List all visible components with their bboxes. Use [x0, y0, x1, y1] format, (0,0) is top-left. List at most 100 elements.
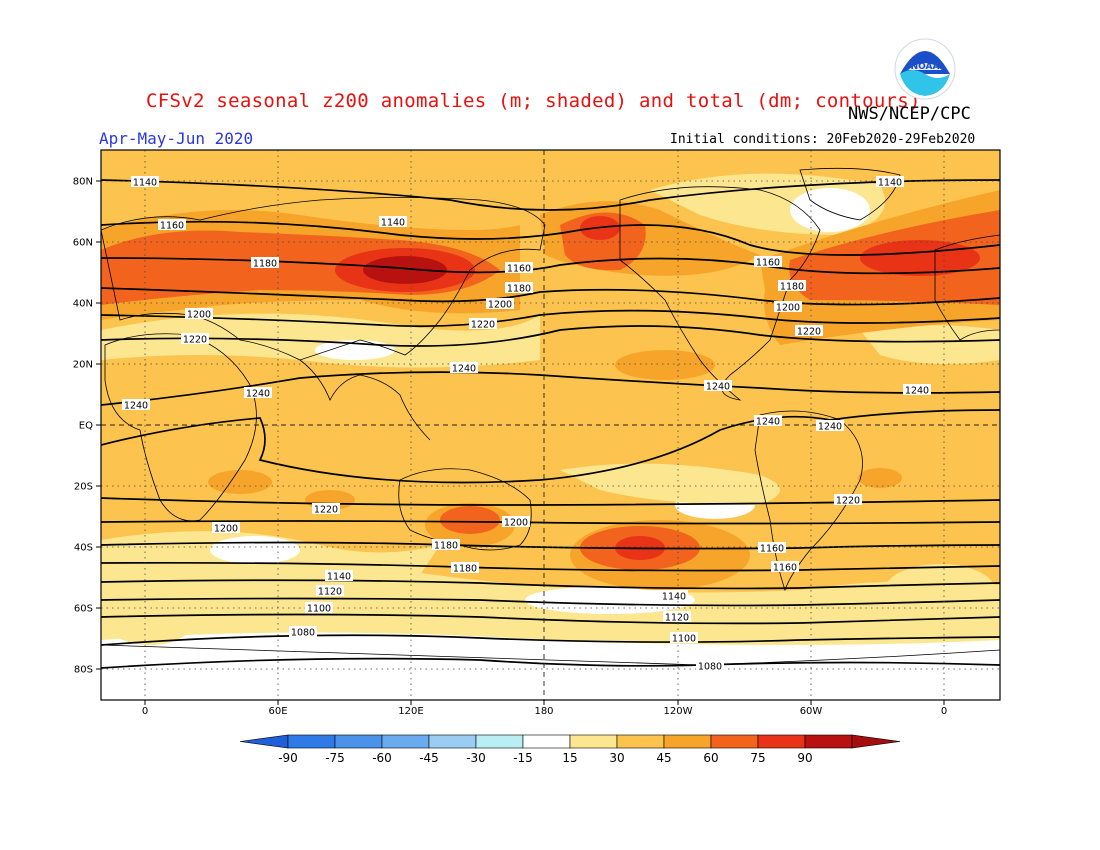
contour-label-bg — [758, 542, 786, 553]
contour-label-bg — [704, 380, 732, 391]
contour-label-bg — [158, 219, 186, 230]
contour-label-bg — [660, 590, 688, 601]
forecast-period: Apr-May-Jun 2020 — [99, 129, 254, 148]
contour-label: 1180 — [434, 541, 458, 552]
colorbar-swatch — [710, 734, 759, 749]
contour-label: 1140 — [327, 572, 351, 583]
lon-tick-label: 0 — [142, 706, 148, 717]
colorbar-label: -15 — [513, 751, 533, 765]
colorbar-label: 30 — [609, 751, 624, 765]
colorbar-label: 45 — [656, 751, 671, 765]
lon-tick-label: 180 — [534, 706, 553, 717]
lon-tick-label: 0 — [941, 706, 947, 717]
contour-label-bg — [316, 585, 344, 596]
initial-conditions: Initial conditions: 20Feb2020-29Feb2020 — [670, 132, 976, 147]
contour-label: 1240 — [905, 386, 929, 397]
logo-text: NOAA — [911, 62, 940, 72]
contour-label: 1160 — [773, 563, 797, 574]
lon-tick-label: 120W — [664, 706, 693, 717]
contour-label: 1080 — [698, 662, 722, 673]
contour-label-bg — [834, 494, 862, 505]
contour-label-bg — [774, 301, 802, 312]
contour-label-bg — [379, 216, 407, 227]
contour-label: 1140 — [381, 218, 405, 229]
lat-tick-label: 20S — [74, 482, 93, 493]
contour-label: 1220 — [314, 505, 338, 516]
contour-label-bg — [502, 516, 530, 527]
contour-label-bg — [181, 333, 209, 344]
contour-label-bg — [122, 399, 150, 410]
contour-label: 1180 — [453, 564, 477, 575]
anomaly-shading — [101, 150, 1000, 700]
contour-label: 1180 — [780, 282, 804, 293]
chart-title: CFSv2 seasonal z200 anomalies (m; shaded… — [146, 90, 921, 112]
contour-label-bg — [505, 282, 533, 293]
contour-label: 1200 — [187, 310, 211, 321]
contour-label-bg — [432, 539, 460, 550]
colorbar-left-arrow — [239, 734, 289, 749]
contour-labels: 1140 1160 1140 1180 1160 1180 1200 1200 1220 1220… — [122, 176, 931, 673]
contour-label: 1080 — [291, 628, 315, 639]
lat-tick-label: 20N — [73, 360, 93, 371]
contour-label-bg — [212, 522, 240, 533]
contour-label-bg — [816, 420, 844, 431]
contour-label: 1220 — [797, 327, 821, 338]
colorbar-swatch — [287, 734, 336, 749]
equator-dateline — [101, 150, 1000, 700]
contour-label-bg — [312, 503, 340, 514]
contour-label: 1120 — [318, 587, 342, 598]
colorbar-swatch — [428, 734, 477, 749]
contour-label: 1160 — [760, 544, 784, 555]
contour-label-bg — [670, 632, 698, 643]
colorbar-swatch — [381, 734, 430, 749]
colorbar-swatch — [334, 734, 383, 749]
contour-label: 1220 — [471, 320, 495, 331]
contour-label: 1240 — [756, 417, 780, 428]
colorbar-swatch — [475, 734, 524, 749]
contour-label-bg — [131, 176, 159, 187]
contour-label-bg — [696, 660, 724, 671]
contour-label-bg — [876, 176, 904, 187]
contour-label-bg — [505, 262, 533, 273]
lat-tick-label: 60S — [74, 604, 93, 615]
colorbar-label: 75 — [750, 751, 765, 765]
contour-label: 1160 — [507, 264, 531, 275]
contour-label: 1120 — [665, 613, 689, 624]
lat-tick-label: 80N — [73, 177, 93, 188]
contour-label-bg — [754, 256, 782, 267]
lat-tick-label: 60N — [73, 238, 93, 249]
colorbar-label: -30 — [466, 751, 486, 765]
longitude-axis: 0 60E 120E 180 120W 60W 0 — [142, 700, 947, 717]
colorbar-label: 15 — [562, 751, 577, 765]
colorbar-swatch — [616, 734, 665, 749]
contour-label: 1200 — [488, 300, 512, 311]
contour-label-bg — [754, 415, 782, 426]
contour-label-bg — [778, 280, 806, 291]
colorbar-swatch — [663, 734, 712, 749]
lat-tick-label: 80S — [74, 665, 93, 676]
contour-label-bg — [903, 384, 931, 395]
contour-label-bg — [450, 362, 478, 373]
colorbar-label: -45 — [419, 751, 439, 765]
contour-label: 1140 — [662, 592, 686, 603]
lon-tick-label: 60W — [800, 706, 823, 717]
contour-label: 1160 — [756, 258, 780, 269]
colorbar-label: -90 — [278, 751, 298, 765]
contour-label: 1220 — [836, 496, 860, 507]
contour-label: 1140 — [878, 178, 902, 189]
contour-label-bg — [185, 308, 213, 319]
contour-label: 1240 — [246, 389, 270, 400]
colorbar-label: 90 — [797, 751, 812, 765]
colorbar-swatch — [804, 734, 853, 749]
contour-label: 1200 — [776, 303, 800, 314]
contour-label-bg — [771, 561, 799, 572]
colorbar-swatch — [569, 734, 618, 749]
colorbar-swatch — [757, 734, 806, 749]
agency-label: NWS/NCEP/CPC — [848, 104, 971, 124]
contour-label-bg — [451, 562, 479, 573]
contour-label: 1200 — [504, 518, 528, 529]
colorbar-right-arrow — [851, 734, 901, 749]
contour-label: 1200 — [214, 524, 238, 535]
contour-label: 1100 — [672, 634, 696, 645]
